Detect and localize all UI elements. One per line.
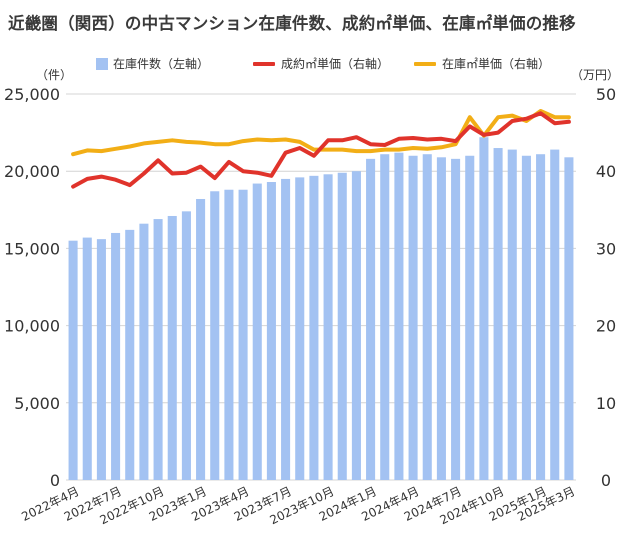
bar-inventory-4 [111,232,121,480]
bar-inventory-15 [266,182,276,480]
bar-inventory-34 [536,154,546,480]
legend-item-inventory-count: 在庫件数（左軸） [96,55,209,72]
bar-inventory-31 [493,148,503,481]
legend-item-contract-price: 成約㎡単価（右軸） [253,55,389,72]
bar-inventory-1 [68,240,78,480]
bar-inventory-19 [323,174,333,480]
bar-inventory-5 [125,229,135,480]
bar-inventory-36 [564,157,574,480]
bar-inventory-14 [252,183,262,480]
right-axis-unit: （万円） [571,68,620,82]
bar-inventory-17 [295,177,305,480]
legend-swatch-gold-line [414,61,436,66]
right-tick-label: 40 [596,162,616,181]
line-contract-price [71,111,571,189]
x-axis-ticks: 2022年4月2022年7月2022年10月2023年1月2023年4月2023… [19,484,577,527]
bar-inventory-3 [96,239,106,480]
bar-inventory-30 [479,137,489,480]
bar-inventory-22 [366,158,376,480]
legend-label-contract-price: 成約㎡単価（右軸） [281,57,390,71]
left-axis-ticks: 0 5,000 10,000 15,000 20,000 25,000 [4,85,60,490]
bar-inventory-28 [451,158,461,480]
bar-inventory-12 [224,189,234,480]
left-axis-unit: （件） [36,68,73,82]
bar-inventory-8 [167,215,177,480]
bar-inventory-33 [521,155,531,480]
left-tick-label: 5,000 [14,394,60,413]
bar-inventory-16 [281,178,291,481]
legend-label-inventory-price: 在庫㎡単価（右軸） [442,57,551,71]
bar-inventory-18 [309,175,319,480]
left-tick-label: 0 [50,471,60,490]
bar-inventory-32 [507,149,517,481]
left-tick-label: 10,000 [4,317,60,336]
bar-inventory-23 [380,154,390,480]
price-lines [71,109,571,189]
legend-swatch-red-line [253,61,275,66]
right-axis-ticks: 0 10 20 30 40 50 [596,85,616,490]
bar-inventory-27 [436,157,446,480]
bar-inventory-25 [408,155,418,480]
bar-inventory-24 [394,152,404,480]
bar-inventory-10 [196,198,206,480]
gridlines [66,93,576,481]
bar-inventory-26 [422,154,432,480]
bar-inventory-9 [181,211,191,480]
inventory-bars [68,137,574,481]
left-tick-label: 25,000 [4,85,60,104]
right-tick-label: 30 [596,239,616,258]
chart-legend: 在庫件数（左軸） 成約㎡単価（右軸） 在庫㎡単価（右軸） [0,55,620,71]
bar-inventory-35 [550,149,560,481]
chart-title: 近畿圏（関西）の中古マンション在庫件数、成約㎡単価、在庫㎡単価の推移 [8,14,576,33]
bar-inventory-6 [139,223,149,481]
bar-inventory-2 [82,237,92,480]
bar-inventory-20 [337,172,347,480]
left-tick-label: 20,000 [4,162,60,181]
legend-label-inventory-count: 在庫件数（左軸） [113,57,210,71]
right-tick-label: 20 [596,317,616,336]
right-tick-label: 50 [596,85,616,104]
right-tick-label: 0 [601,471,611,490]
legend-swatch-bar [96,57,108,70]
bar-inventory-29 [465,155,475,480]
legend-item-inventory-price: 在庫㎡単価（右軸） [414,55,550,72]
bar-inventory-13 [238,189,248,480]
bar-inventory-7 [153,219,163,480]
bar-inventory-11 [210,191,220,480]
right-tick-label: 10 [596,394,616,413]
bar-inventory-21 [351,171,361,480]
left-tick-label: 15,000 [4,239,60,258]
